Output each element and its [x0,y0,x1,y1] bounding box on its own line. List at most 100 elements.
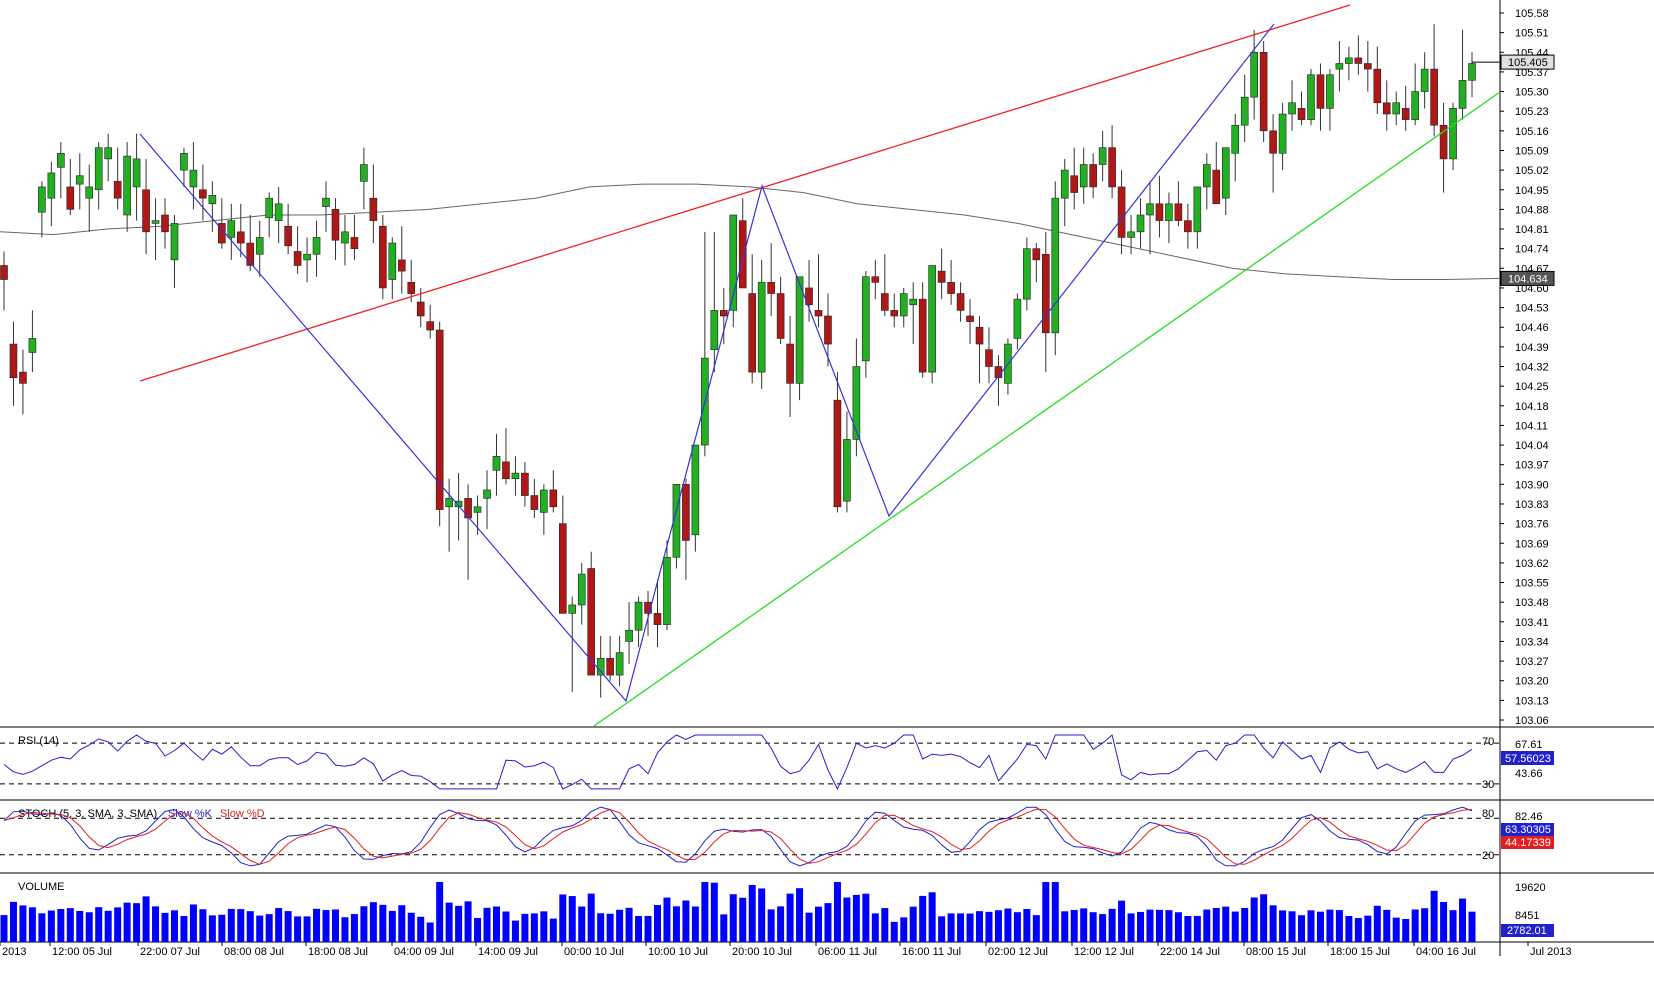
volume-bar [1099,914,1107,942]
volume-bar [957,913,965,942]
price-tick-label: 103.55 [1515,578,1549,590]
price-tick-label: 105.30 [1515,87,1549,99]
candle-body [691,444,700,536]
volume-bar [862,893,870,942]
candle-body [1401,108,1410,120]
price-tick-label: 105.58 [1515,8,1549,20]
candle-body [57,152,65,168]
volume-bar [142,896,150,942]
time-tick-label: 06:00 11 Jul [818,946,877,958]
volume-bar [1032,915,1040,942]
candle-body [871,276,880,283]
volume-bar [417,916,425,942]
volume-bar [578,906,586,942]
volume-bar [492,906,500,942]
candle-body [738,220,747,289]
volume-bar [815,906,823,942]
volume-bar [341,917,349,942]
candle-body [1392,102,1401,115]
candle-body [890,310,899,317]
volume-bar [597,913,605,942]
candle-body [435,329,444,510]
candle-body [1364,63,1372,70]
candle-body [814,310,823,317]
volume-bar [38,913,46,942]
volume-bar [455,905,463,942]
candle-body [615,652,624,676]
candle-body [786,343,794,384]
volume-bar [682,900,690,942]
candle-body [284,225,292,247]
volume-scale-top: 19620 [1515,882,1546,894]
volume-bar [587,893,595,942]
volume-bar [786,893,794,942]
volume-bar [521,913,529,942]
rsi-current-box [1501,751,1554,765]
volume-bar [284,911,292,942]
volume-bar [540,911,548,942]
candle-body [388,242,397,280]
volume-bar [294,916,302,942]
current-price-label: 105.405 [1508,57,1548,69]
volume-bar [1260,894,1268,942]
candle-body [776,293,785,339]
volume-bar [464,901,472,942]
rsi-scale-top: 67.61 [1515,739,1543,751]
volume-bar [852,894,860,942]
volume-panel: VOLUME 19620 8451 2782.01 [0,881,1554,942]
price-tick-label: 104.39 [1515,342,1549,354]
volume-bar [1155,909,1163,942]
trendline-layer [139,4,1501,727]
volume-bar [767,909,775,942]
volume-bar [1184,916,1192,942]
candle-body [1278,113,1287,154]
stoch-k-box [1501,823,1554,836]
volume-bar [303,916,311,942]
candle-body [199,189,207,199]
volume-bar [208,915,216,942]
volume-bar [1222,906,1230,942]
candle-body [1326,74,1334,109]
price-tick-label: 104.81 [1515,224,1549,236]
candle-body [577,573,586,606]
volume-bar [729,894,737,942]
volume-bar [559,894,567,942]
volume-bar [833,882,841,942]
candle-body [1420,68,1429,92]
time-tick-label: 08:00 08 Jul [224,946,284,958]
volume-bar [909,906,917,942]
candle-body [94,147,103,191]
time-tick-label: 14:00 09 Jul [478,946,538,958]
candle-body [833,399,842,508]
volume-bar [748,885,756,942]
candle-body [483,489,491,499]
candle-body [880,293,889,311]
volume-bar [691,906,699,942]
price-tick-label: 103.48 [1515,597,1549,609]
current-price-box [1500,54,1555,70]
volume-bar [1231,911,1239,942]
volume-bar [275,908,283,942]
volume-bar [1298,915,1306,942]
candle-body [123,155,131,216]
volume-bar [66,908,74,942]
volume-bar [653,905,661,942]
volume-bar [1004,908,1012,942]
candle-body [379,225,387,289]
zigzag-line [139,23,1275,703]
candle-body [1449,108,1457,160]
volume-bar [1383,909,1391,942]
volume-bar [95,907,103,942]
candle-body [142,189,150,233]
candle-body [1184,220,1192,233]
volume-bar [805,912,813,942]
candle-body [341,231,349,244]
candle-body [1060,169,1069,199]
volume-bar [1146,909,1154,942]
candle-body [369,197,378,221]
candle-body [1203,164,1211,188]
candle-body [1354,57,1363,64]
candle-body [236,231,245,244]
volume-bar [1440,901,1448,942]
candle-body [852,366,861,440]
